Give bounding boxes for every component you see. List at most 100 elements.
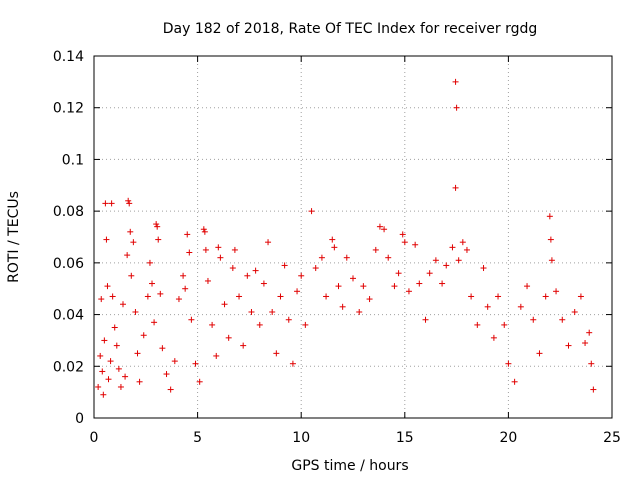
data-point [329,236,336,243]
data-point [108,200,115,207]
data-point [122,373,129,380]
data-point [248,308,255,315]
data-point [453,104,460,111]
data-point [323,293,330,300]
y-tick-label: 0.02 [53,359,84,375]
data-point [159,345,166,352]
data-point [101,337,108,344]
data-point [289,360,296,367]
y-tick-labels: 0 0.02 0.04 0.06 0.08 0.1 0.12 0.14 [53,49,84,427]
data-point [405,288,412,295]
x-tick-label: 15 [396,430,414,446]
data-point [285,316,292,323]
data-point [339,303,346,310]
data-point [356,308,363,315]
data-point [416,280,423,287]
data-point [312,265,319,272]
data-point [134,350,141,357]
data-point [455,257,462,264]
data-point [256,321,263,328]
data-point [102,200,109,207]
data-point [155,236,162,243]
data-point [128,272,135,279]
data-point [452,184,459,191]
data-point [459,239,466,246]
y-tick-label: 0.08 [53,204,84,220]
data-point [343,254,350,261]
data-point [260,280,267,287]
y-tick-label: 0.06 [53,256,84,272]
data-point [153,221,160,228]
data-point [505,360,512,367]
data-point [98,296,105,303]
data-point [298,272,305,279]
data-point [277,293,284,300]
data-point [236,293,243,300]
data-point [163,371,170,378]
data-point [426,270,433,277]
data-point [120,301,127,308]
data-point [146,259,153,266]
x-tick-label: 5 [193,430,202,446]
data-point [294,288,301,295]
y-tick-label: 0.04 [53,308,84,324]
data-point [269,308,276,315]
data-point [130,239,137,246]
data-point [463,246,470,253]
data-point [154,223,161,230]
data-point [536,350,543,357]
data-point [221,301,228,308]
data-point [107,358,114,365]
data-point [111,324,118,331]
data-point [391,283,398,290]
y-tick-label: 0 [75,411,84,427]
data-point [192,360,199,367]
data-point [231,246,238,253]
data-point [281,262,288,269]
data-point [104,283,111,290]
data-point [113,342,120,349]
data-point [109,293,116,300]
data-point [376,223,383,230]
data-point [136,378,143,385]
data-point [547,236,554,243]
data-point [124,252,131,259]
data-point [381,226,388,233]
data-point [385,254,392,261]
data-point [186,249,193,256]
data-point [524,283,531,290]
x-tick-label: 10 [292,430,310,446]
data-point [204,277,211,284]
data-point [366,296,373,303]
data-point [590,386,597,393]
data-point [202,246,209,253]
data-point [335,283,342,290]
data-points [95,78,597,398]
data-point [125,197,132,204]
data-point [360,283,367,290]
data-point [565,342,572,349]
data-point [184,231,191,238]
y-axis-label: ROTI / TECUs [6,191,22,283]
data-point [157,290,164,297]
y-tick-label: 0.14 [53,49,84,65]
data-point [501,321,508,328]
data-point [443,262,450,269]
data-point [225,334,232,341]
data-point [439,280,446,287]
data-point [474,321,481,328]
data-point [167,386,174,393]
data-point [127,228,134,235]
data-point [240,342,247,349]
data-point [151,319,158,326]
x-tick-labels: 0 5 10 15 20 25 [90,430,621,446]
data-point [331,244,338,251]
x-axis-label: GPS time / hours [291,458,408,474]
data-point [117,383,124,390]
axis-ticks [93,55,613,419]
data-point [229,265,236,272]
data-point [401,239,408,246]
data-point [308,208,315,215]
data-point [422,316,429,323]
